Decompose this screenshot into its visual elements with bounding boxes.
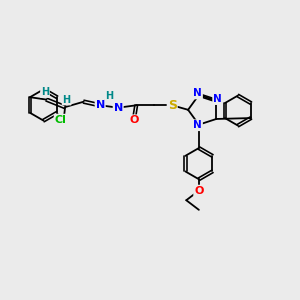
Text: N: N bbox=[96, 100, 105, 110]
Text: N: N bbox=[213, 94, 222, 104]
Text: H: H bbox=[41, 87, 49, 97]
Text: N: N bbox=[193, 88, 202, 98]
Text: Cl: Cl bbox=[55, 115, 67, 125]
Text: N: N bbox=[193, 120, 202, 130]
Text: H: H bbox=[62, 94, 71, 105]
Text: O: O bbox=[129, 115, 139, 125]
Text: O: O bbox=[194, 186, 204, 196]
Text: H: H bbox=[105, 91, 113, 101]
Text: N: N bbox=[114, 103, 123, 113]
Text: S: S bbox=[168, 99, 177, 112]
